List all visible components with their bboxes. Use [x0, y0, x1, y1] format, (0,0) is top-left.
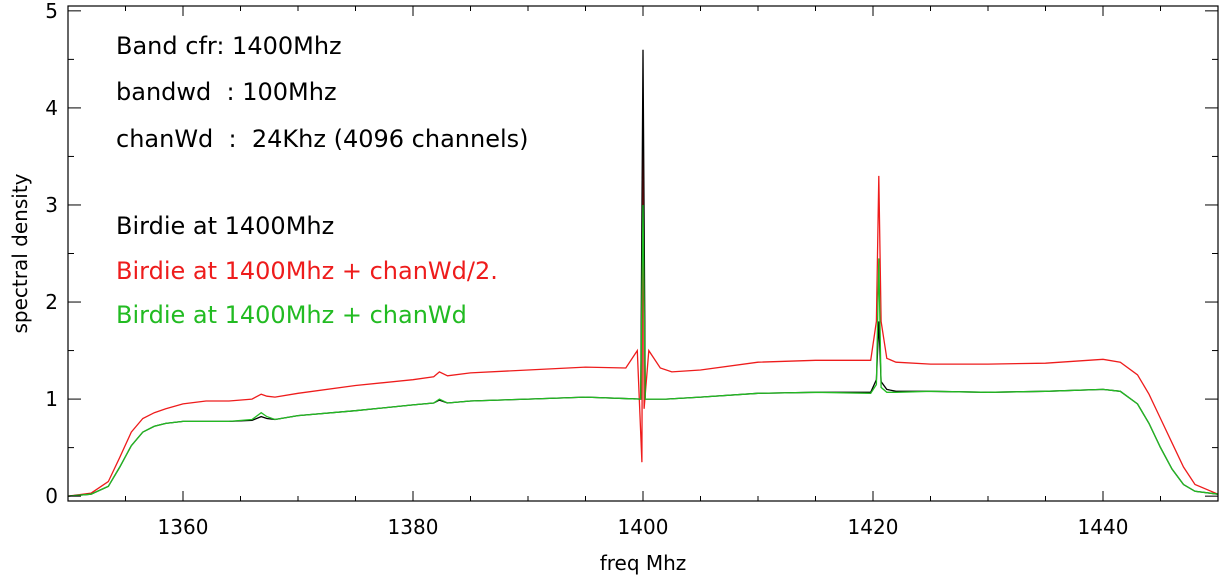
series-layer	[67, 49, 1219, 497]
y-tick-label: 4	[45, 96, 58, 120]
annotation-1: bandwd : 100Mhz	[116, 78, 337, 106]
annotation-4: Birdie at 1400Mhz + chanWd/2.	[116, 257, 498, 285]
x-tick-label: 1400	[618, 515, 669, 539]
series-line-2	[67, 204, 1219, 497]
annotation-5: Birdie at 1400Mhz + chanWd	[116, 301, 467, 329]
x-axis-title: freq Mhz	[600, 551, 687, 575]
annotation-0: Band cfr: 1400Mhz	[116, 32, 342, 60]
x-tick-label: 1420	[848, 515, 899, 539]
y-tick-label: 2	[45, 290, 58, 314]
y-tick-label: 1	[45, 387, 58, 411]
annotation-2: chanWd : 24Khz (4096 channels)	[116, 125, 529, 153]
annotation-3: Birdie at 1400Mhz	[116, 212, 334, 240]
y-tick-label: 5	[45, 0, 58, 23]
x-tick-label: 1380	[388, 515, 439, 539]
annotations: Band cfr: 1400Mhz bandwd : 100Mhz chanWd :…	[116, 32, 529, 329]
x-tick-label: 1440	[1078, 515, 1129, 539]
y-tick-label: 3	[45, 193, 58, 217]
ticks-layer: 1360 1380 1400 1420 1440 0 1 2 3 4 5	[45, 0, 1219, 539]
x-tick-label: 1360	[158, 515, 209, 539]
y-axis-title: spectral density	[8, 173, 32, 333]
y-tick-label: 0	[45, 484, 58, 508]
series-line-1	[67, 103, 1219, 497]
